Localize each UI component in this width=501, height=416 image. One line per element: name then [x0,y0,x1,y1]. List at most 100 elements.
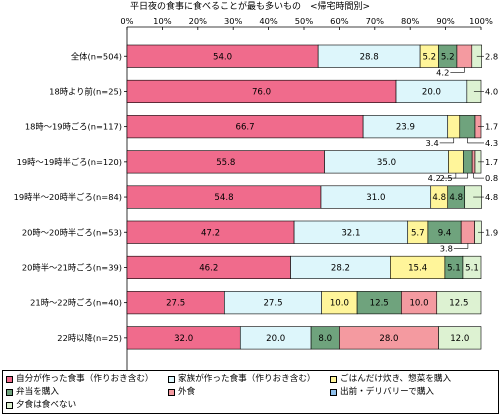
legend-label-rice-and-deli: ごはんだけ炊き、惣菜を購入 [340,374,452,384]
callout-value-label: 4.2 [436,68,449,78]
bar-value-label: 20.0 [266,334,285,344]
bar-segment [456,44,473,68]
bar-value-label: 76.0 [252,87,271,97]
legend-item-eating-out: 外食 [168,387,195,398]
bar-value-label: 15.4 [408,263,427,273]
bar-value-label: 54.0 [213,52,232,62]
bar-value-label: 28.8 [360,52,379,62]
bar-value-label: 5.1 [447,263,461,273]
x-tick-label: 80% [401,16,420,26]
chart-title: 平日夜の食事に食べることが最も多いもの <帰宅時間別> [130,0,370,12]
callout-value-label: 4.8 [485,192,498,202]
callout-value-label: 1.7 [485,122,498,132]
legend-label-eating-out: 外食 [178,387,196,397]
bar-value-label: 32.0 [174,334,193,344]
bar-segment [448,150,464,174]
callout-value-label: 4.0 [485,86,498,96]
legend-swatch-rice-and-deli [330,376,337,383]
legend-swatch-delivery [330,389,337,396]
bar-value-label: 46.2 [199,263,218,273]
legend-label-delivery: 出前・デリバリーで購入 [340,387,435,397]
bar-value-label: 32.1 [341,228,360,238]
bar-value-label: 5.7 [411,228,425,238]
bar-value-label: 27.5 [166,299,185,309]
stacked-bar-chart: 平日夜の食事に食べることが最も多いもの <帰宅時間別> 0% 10% 20% 30% 4… [14,0,499,370]
bar-value-label: 8.0 [318,334,332,344]
callout-value-label: 4.3 [485,138,498,148]
legend-item-bento: 弁当を購入 [6,387,59,398]
x-tick-label: 60% [330,16,349,26]
x-axis-ticks: 0% 10% 20% 30% 40% 50% 60% 70% 80% 90% 100% [120,16,493,30]
bar-value-label: 4.8 [449,193,463,203]
category-label: 全体(n=504) [71,51,122,61]
bar-value-label: 12.5 [449,299,468,309]
bar-value-label: 23.9 [396,123,415,133]
category-label: 19時半～20時半ごろ(n=84) [14,192,122,202]
callout-value-label: 1.9 [485,227,498,237]
bar-value-label: 31.0 [366,193,385,203]
callout-value-label: 2.5 [440,173,453,183]
callout-value-label: 3.8 [440,244,453,254]
x-tick-label: 30% [224,16,243,26]
callout-labels: 4.22.84.03.4 4.31.74.22.51.70.84.81.93.8 [426,51,499,253]
category-label: 20時～20時半ごろ(n=53) [22,227,122,237]
legend-label-no-dinner: 夕食は食べない [16,400,77,410]
category-label: 18時より前(n=25) [49,86,122,96]
category-label: 20時半～21時ごろ(n=39) [22,262,122,272]
bar-segment [471,150,476,174]
legend-swatch-self-made [6,376,13,383]
bar-value-label: 27.5 [263,299,282,309]
bar-value-label: 12.0 [450,334,469,344]
bar-value-label: 4.8 [432,193,446,203]
bar-value-label: 55.8 [216,158,235,168]
category-label: 19時～19時半ごろ(n=120) [17,157,122,167]
x-tick-label: 10% [153,16,172,26]
bar-value-label: 10.0 [330,299,349,309]
legend-item-delivery: 出前・デリバリーで購入 [330,387,434,398]
bar-segment [447,115,461,139]
legend-swatch-no-dinner [6,402,13,409]
bar-value-label: 28.2 [331,263,350,273]
legend-item-family-made: 家族が作った食事（作りおき含む） [168,374,316,385]
category-label: 22時以降(n=25) [57,333,122,343]
bar-value-label: 28.0 [379,334,398,344]
bar-value-label: 20.0 [422,87,441,97]
bar-segment [436,291,482,315]
x-tick-label: 40% [259,16,278,26]
bar-value-label: 5.2 [441,52,455,62]
x-tick-label: 0% [120,16,133,26]
legend-label-family-made: 家族が作った食事（作りおき含む） [178,374,316,384]
legend-swatch-family-made [168,376,175,383]
bar-segment [459,115,476,139]
x-tick-label: 20% [189,16,208,26]
callout-value-label: 2.8 [485,51,498,61]
x-tick-label: 90% [436,16,455,26]
bar-value-label: 35.0 [377,158,396,168]
legend-item-rice-and-deli: ごはんだけ炊き、惣菜を購入 [330,374,451,385]
legend-label-bento: 弁当を購入 [16,387,59,397]
bar-segment [438,326,482,350]
x-tick-label: 50% [295,16,314,26]
callout-value-label: 4.2 [428,173,441,183]
legend-swatch-eating-out [168,389,175,396]
bar-value-label: 10.0 [409,299,428,309]
bar-value-label: 54.8 [214,193,233,203]
x-tick-label: 100% [469,16,493,26]
bar-value-label: 66.7 [235,123,254,133]
legend-swatch-bento [6,389,13,396]
bar-value-label: 5.1 [465,263,479,273]
legend-item-self-made: 自分が作った食事（作りおき含む） [6,374,154,385]
bar-value-label: 5.2 [422,52,436,62]
bar-value-label: 9.4 [438,228,452,238]
bar-segment [460,220,475,244]
x-tick-label: 70% [366,16,385,26]
category-label: 18時～19時ごろ(n=117) [25,122,122,132]
bar-value-label: 47.2 [201,228,220,238]
bar-value-label: 12.5 [370,299,389,309]
callout-value-label: 0.8 [485,173,498,183]
callout-value-label: 1.7 [485,157,498,167]
bar-segment [462,255,482,280]
bar-rows: 全体(n=504) 54.0 28.8 5.2 5.2 18時より前(n=25) 76.0 2… [14,44,483,350]
legend: 自分が作った食事（作りおき含む） 家族が作った食事（作りおき含む） ごはんだけ炊… [2,370,499,414]
callout-value-label: 3.4 [426,138,439,148]
